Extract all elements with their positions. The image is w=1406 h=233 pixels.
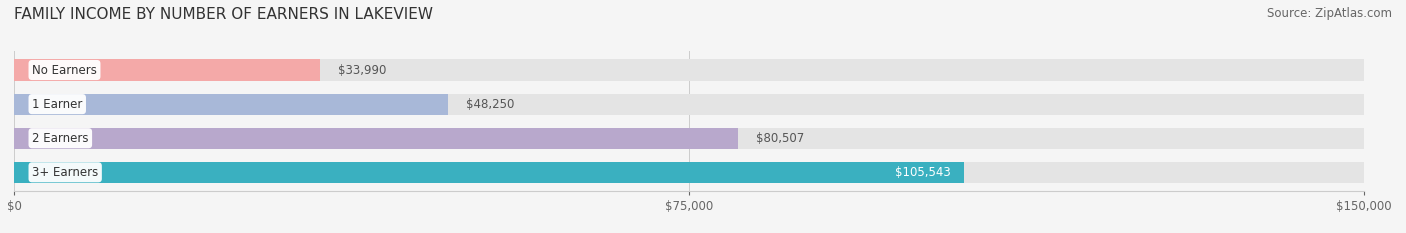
Text: 2 Earners: 2 Earners bbox=[32, 132, 89, 145]
Text: FAMILY INCOME BY NUMBER OF EARNERS IN LAKEVIEW: FAMILY INCOME BY NUMBER OF EARNERS IN LA… bbox=[14, 7, 433, 22]
Bar bbox=[14, 162, 1364, 183]
Text: Source: ZipAtlas.com: Source: ZipAtlas.com bbox=[1267, 7, 1392, 20]
Bar bbox=[14, 93, 1364, 115]
Bar bbox=[14, 93, 449, 115]
Text: 3+ Earners: 3+ Earners bbox=[32, 166, 98, 179]
Text: 1 Earner: 1 Earner bbox=[32, 98, 83, 111]
Text: $33,990: $33,990 bbox=[337, 64, 387, 76]
Bar bbox=[14, 128, 1364, 149]
Bar bbox=[14, 162, 963, 183]
Bar bbox=[14, 59, 1364, 81]
Text: $80,507: $80,507 bbox=[756, 132, 804, 145]
Bar bbox=[14, 59, 321, 81]
Text: $48,250: $48,250 bbox=[467, 98, 515, 111]
Text: $105,543: $105,543 bbox=[894, 166, 950, 179]
Bar bbox=[14, 128, 738, 149]
Text: No Earners: No Earners bbox=[32, 64, 97, 76]
